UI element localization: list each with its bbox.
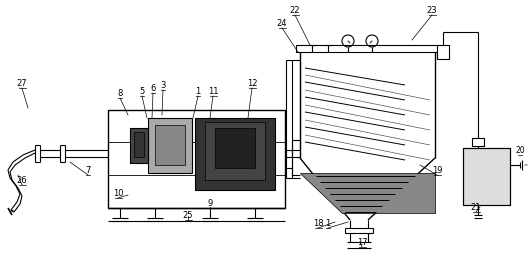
- Text: 1: 1: [195, 87, 201, 96]
- Text: 17: 17: [357, 238, 367, 247]
- Bar: [205, 122, 265, 180]
- Polygon shape: [300, 173, 435, 213]
- Text: 25: 25: [183, 211, 193, 220]
- Text: 22: 22: [290, 6, 300, 15]
- Bar: [134, 132, 144, 157]
- Bar: [130, 128, 148, 163]
- Text: 7: 7: [85, 166, 91, 175]
- Text: 6: 6: [150, 84, 156, 93]
- Text: 21: 21: [471, 203, 481, 212]
- Bar: [148, 118, 192, 173]
- Text: 10: 10: [113, 189, 123, 198]
- Text: 8: 8: [117, 89, 123, 98]
- Bar: [437, 45, 449, 59]
- Text: 12: 12: [247, 79, 257, 88]
- Text: 20: 20: [515, 146, 525, 155]
- Text: 5: 5: [139, 87, 144, 96]
- Text: 11: 11: [208, 87, 218, 96]
- Text: 27: 27: [16, 79, 27, 88]
- Text: 26: 26: [16, 176, 27, 185]
- Bar: [215, 128, 255, 168]
- Bar: [195, 118, 275, 190]
- Text: 1: 1: [326, 219, 331, 228]
- Text: 18: 18: [313, 219, 323, 228]
- Bar: [108, 110, 285, 208]
- Text: 24: 24: [277, 19, 287, 28]
- Bar: [296, 45, 439, 52]
- Bar: [155, 125, 185, 165]
- Text: 3: 3: [160, 81, 166, 90]
- Text: 23: 23: [427, 6, 438, 15]
- Bar: [463, 148, 510, 205]
- Bar: [472, 138, 484, 146]
- Text: 9: 9: [208, 199, 212, 208]
- Bar: [463, 148, 510, 205]
- Text: 19: 19: [432, 166, 442, 175]
